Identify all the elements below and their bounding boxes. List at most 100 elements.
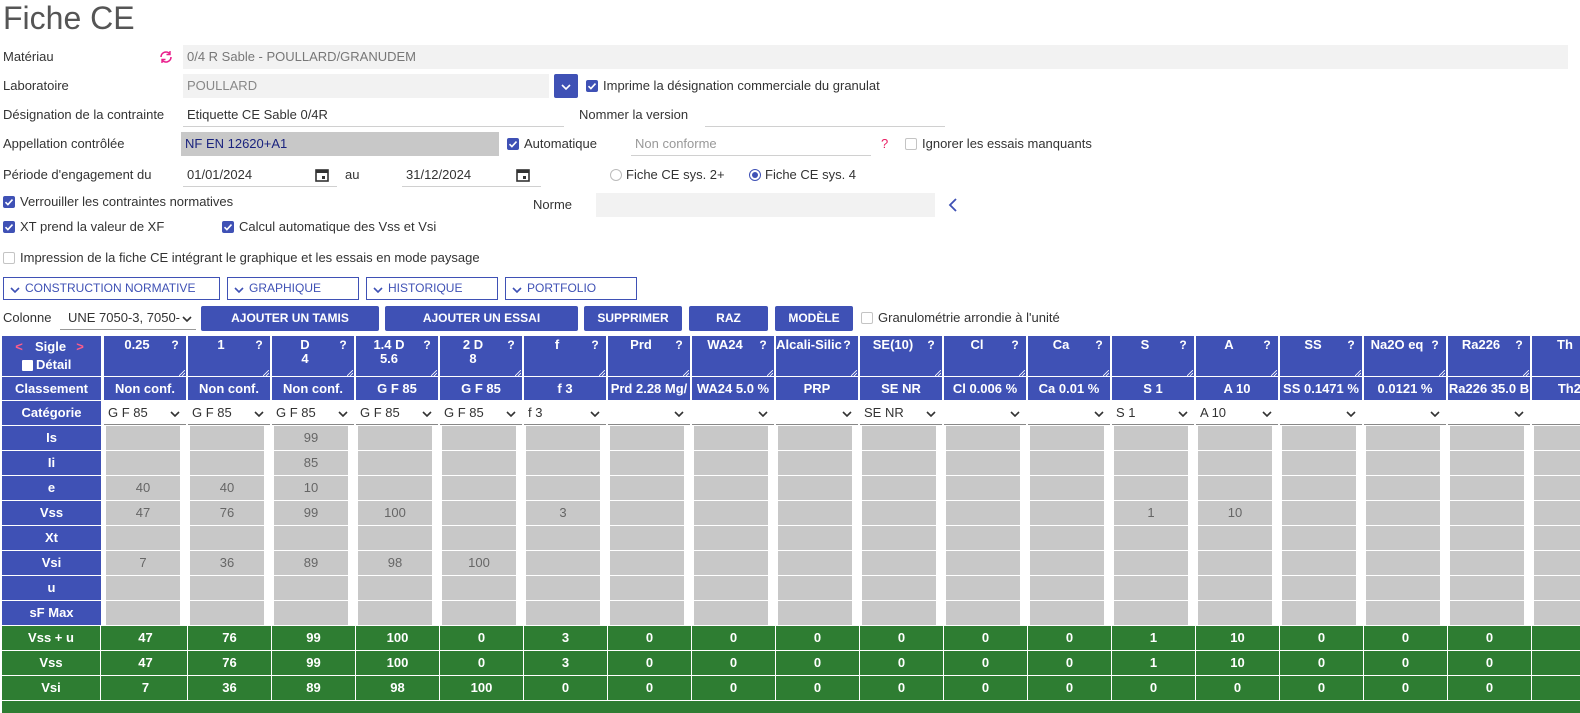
help-icon[interactable]: ?: [1094, 338, 1104, 353]
dropdown-button[interactable]: [554, 74, 578, 98]
data-cell: [190, 526, 264, 550]
help-icon[interactable]: ?: [674, 338, 684, 353]
tab[interactable]: GRAPHIQUE: [227, 277, 359, 300]
help-icon[interactable]: ?: [1514, 338, 1524, 353]
category-select[interactable]: [944, 401, 1026, 425]
resize-grip-svg: [1523, 370, 1529, 376]
help-icon[interactable]: ?: [1262, 338, 1272, 353]
help-icon[interactable]: ?: [1430, 338, 1440, 353]
category-select[interactable]: f 3: [524, 401, 606, 425]
category-select[interactable]: G F 85: [104, 401, 186, 425]
category-select[interactable]: [1532, 401, 1580, 425]
category-select[interactable]: [608, 401, 690, 425]
text-input[interactable]: [596, 193, 935, 217]
checkbox[interactable]: [586, 80, 598, 92]
help-icon[interactable]: ?: [758, 338, 768, 353]
tab-label: CONSTRUCTION NORMATIVE: [25, 278, 195, 299]
checkbox[interactable]: [222, 221, 234, 233]
category-select[interactable]: G F 85: [188, 401, 270, 425]
column-title: Prd: [608, 337, 674, 352]
category-select[interactable]: [1448, 401, 1530, 425]
result-cell: 0: [1196, 676, 1280, 700]
category-select[interactable]: G F 85: [272, 401, 354, 425]
category-select[interactable]: S 1: [1112, 401, 1194, 425]
data-cell: [358, 476, 432, 500]
text-input[interactable]: Non conforme: [631, 132, 871, 156]
prev-arrow[interactable]: <: [14, 339, 24, 355]
next-arrow[interactable]: >: [75, 339, 85, 355]
data-cell: 47: [106, 501, 180, 525]
data-cell: [274, 601, 348, 625]
category-select[interactable]: [1364, 401, 1446, 425]
category-select[interactable]: G F 85: [440, 401, 522, 425]
help-icon[interactable]: ?: [506, 338, 516, 353]
checkbox[interactable]: [3, 252, 15, 264]
category-select[interactable]: [776, 401, 858, 425]
column-title: Ca: [1028, 337, 1094, 352]
chevron-down: [1094, 410, 1104, 416]
select-input[interactable]: UNE 7050-3, 7050-: [60, 306, 196, 330]
help-icon[interactable]: ?: [1010, 338, 1020, 353]
collapse-icon[interactable]: [948, 198, 958, 212]
result-cell: 0: [1448, 676, 1532, 700]
checkbox[interactable]: [905, 138, 917, 150]
date-input[interactable]: 01/01/2024: [183, 163, 337, 187]
category-select[interactable]: [1280, 401, 1362, 425]
button[interactable]: SUPPRIMER: [584, 306, 682, 331]
select-input[interactable]: POULLARD: [183, 74, 549, 98]
button[interactable]: MODÈLE: [775, 306, 853, 331]
radio[interactable]: [749, 169, 761, 181]
data-cell: [1114, 526, 1188, 550]
category-select[interactable]: [1028, 401, 1110, 425]
help-icon[interactable]: ?: [422, 338, 432, 353]
data-cell: [946, 426, 1020, 450]
tab[interactable]: HISTORIQUE: [366, 277, 498, 300]
data-cell: [946, 501, 1020, 525]
text-input[interactable]: 0/4 R Sable - POULLARD/GRANUDEM: [183, 45, 1568, 69]
text-input[interactable]: [705, 103, 945, 127]
button[interactable]: AJOUTER UN TAMIS: [201, 306, 379, 331]
tab[interactable]: PORTFOLIO: [505, 277, 637, 300]
resize-grip: [1355, 369, 1361, 375]
sync-icon[interactable]: [159, 50, 173, 64]
checkbox[interactable]: [22, 360, 33, 371]
category-select[interactable]: G F 85: [356, 401, 438, 425]
result-cell: 99: [272, 651, 356, 675]
category-select[interactable]: [692, 401, 774, 425]
radio[interactable]: [610, 169, 622, 181]
data-cell: [1030, 551, 1104, 575]
text-input[interactable]: Etiquette CE Sable 0/4R: [183, 103, 564, 127]
data-cell: [1282, 576, 1356, 600]
button[interactable]: RAZ: [689, 306, 768, 331]
help-icon[interactable]: ?: [842, 338, 852, 353]
checkbox[interactable]: [507, 138, 519, 150]
classement-cell: Ca 0.01 %: [1028, 377, 1110, 400]
category-select[interactable]: A 10: [1196, 401, 1278, 425]
date-input[interactable]: 31/12/2024: [402, 163, 541, 187]
data-cell: 100: [358, 501, 432, 525]
text-input[interactable]: NF EN 12620+A1: [181, 132, 499, 156]
help-icon[interactable]: ?: [590, 338, 600, 353]
data-cell: [946, 476, 1020, 500]
result-cell: 0: [692, 651, 776, 675]
button[interactable]: AJOUTER UN ESSAI: [385, 306, 578, 331]
data-cell: [106, 451, 180, 475]
help-icon[interactable]: ?: [1346, 338, 1356, 353]
classement-cell: S 1: [1112, 377, 1194, 400]
category-select[interactable]: SE NR: [860, 401, 942, 425]
data-cell: [358, 451, 432, 475]
data-cell: [274, 576, 348, 600]
help-icon[interactable]: ?: [926, 338, 936, 353]
help-icon[interactable]: ?: [170, 338, 180, 353]
checkbox[interactable]: [3, 221, 15, 233]
help-icon[interactable]: ?: [1178, 338, 1188, 353]
help-icon[interactable]: ?: [254, 338, 264, 353]
checkbox[interactable]: [3, 196, 15, 208]
tab[interactable]: CONSTRUCTION NORMATIVE: [3, 277, 220, 300]
help-icon[interactable]: ?: [338, 338, 348, 353]
result-cell: 0: [608, 626, 692, 650]
column-header: Alcali-Silic?: [776, 336, 858, 376]
data-cell: [862, 451, 936, 475]
data-cell: [778, 576, 852, 600]
checkbox[interactable]: [861, 312, 873, 324]
